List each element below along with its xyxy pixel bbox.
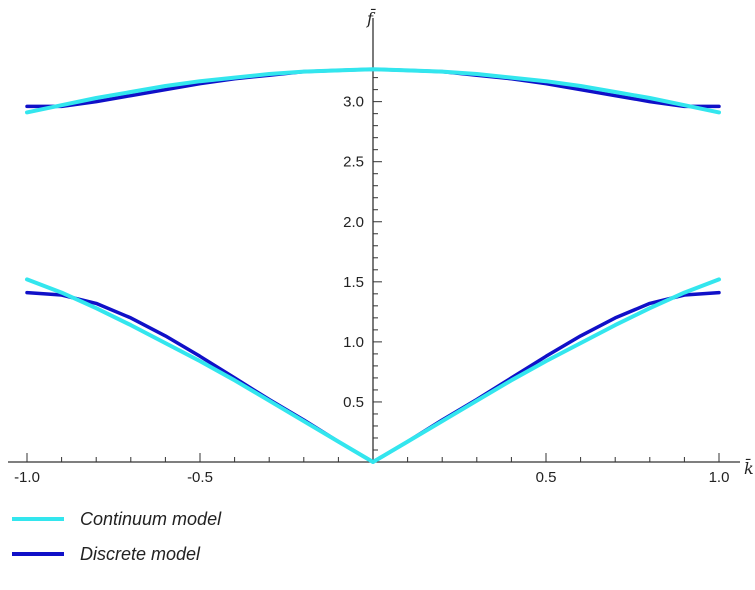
x-tick-label: -0.5 (187, 469, 213, 486)
y-minor-ticks (373, 77, 382, 451)
x-axis-label: k̄ (744, 457, 754, 478)
y-tick-label: 1.0 (343, 334, 364, 351)
curves (25, 67, 721, 464)
x-ticks: -1.0 -0.5 0.5 1.0 (14, 469, 729, 486)
legend: Continuum model Discrete model (12, 509, 222, 564)
y-tick-label: 0.5 (343, 394, 364, 411)
y-tick-label: 2.5 (343, 154, 364, 171)
legend-label-continuum: Continuum model (80, 509, 222, 529)
y-tick-label: 2.0 (343, 214, 364, 231)
x-tick-label: -1.0 (14, 469, 40, 486)
series-line-continuum-upper (25, 67, 721, 115)
x-minor-ticks (26, 453, 720, 462)
x-tick-label: 0.5 (536, 469, 557, 486)
y-axis-label: f̄ (366, 7, 376, 28)
y-tick-label: 1.5 (343, 274, 364, 291)
y-ticks: 0.5 1.0 1.5 2.0 2.5 3.0 (343, 94, 364, 411)
series-line-continuum-lower (25, 277, 721, 464)
axes: -1.0 -0.5 0.5 1.0 0.5 1.0 1.5 2.0 2.5 3.0 k̄ f̄ (8, 7, 754, 486)
legend-label-discrete: Discrete model (80, 544, 201, 564)
y-tick-label: 3.0 (343, 94, 364, 111)
x-tick-label: 1.0 (709, 469, 730, 486)
